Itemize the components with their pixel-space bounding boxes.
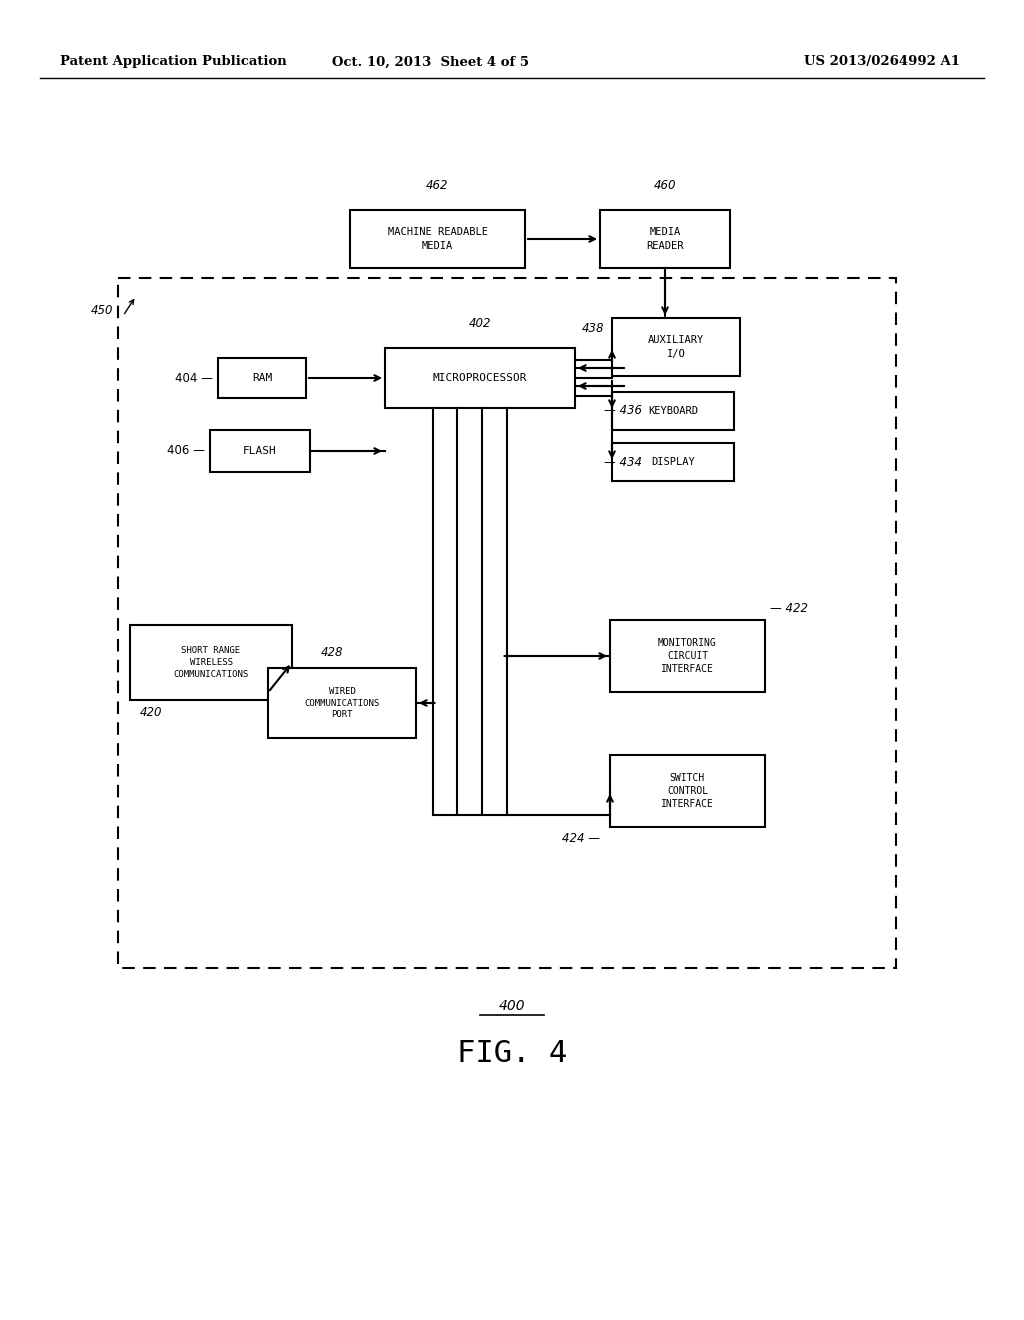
Text: DISPLAY: DISPLAY (651, 457, 695, 467)
Text: US 2013/0264992 A1: US 2013/0264992 A1 (804, 55, 961, 69)
Text: 404 —: 404 — (175, 371, 213, 384)
Bar (118, 279, 896, 968)
Text: 400: 400 (499, 999, 525, 1012)
Bar (385, 348, 575, 408)
Text: MACHINE READABLE
MEDIA: MACHINE READABLE MEDIA (387, 227, 487, 251)
Text: 424 —: 424 — (562, 833, 600, 846)
Text: Oct. 10, 2013  Sheet 4 of 5: Oct. 10, 2013 Sheet 4 of 5 (332, 55, 528, 69)
Text: MICROPROCESSOR: MICROPROCESSOR (433, 374, 527, 383)
Text: RAM: RAM (252, 374, 272, 383)
Bar (218, 358, 306, 399)
Text: AUXILIARY
I/O: AUXILIARY I/O (648, 335, 705, 359)
Bar (612, 444, 734, 480)
Text: 450: 450 (90, 304, 113, 317)
Text: 462: 462 (426, 180, 449, 191)
Bar (350, 210, 525, 268)
Text: SHORT RANGE
WIRELESS
COMMUNICATIONS: SHORT RANGE WIRELESS COMMUNICATIONS (173, 647, 249, 678)
Bar (610, 620, 765, 692)
Bar (210, 430, 310, 473)
Text: Patent Application Publication: Patent Application Publication (60, 55, 287, 69)
Bar (268, 668, 416, 738)
Text: 438: 438 (582, 322, 604, 334)
Bar (612, 318, 740, 376)
Text: 428: 428 (321, 647, 343, 660)
Text: 406 —: 406 — (167, 445, 205, 458)
Text: — 422: — 422 (770, 602, 808, 615)
Text: MEDIA
READER: MEDIA READER (646, 227, 684, 251)
Text: 402: 402 (469, 317, 492, 330)
Bar (610, 755, 765, 828)
Text: 460: 460 (653, 180, 676, 191)
Text: MONITORING
CIRCUIT
INTERFACE: MONITORING CIRCUIT INTERFACE (658, 638, 717, 675)
Text: FLASH: FLASH (243, 446, 276, 455)
Text: SWITCH
CONTROL
INTERFACE: SWITCH CONTROL INTERFACE (662, 772, 714, 809)
Bar (130, 624, 292, 700)
Text: — 434: — 434 (604, 455, 642, 469)
Text: FIG. 4: FIG. 4 (457, 1039, 567, 1068)
Text: — 436: — 436 (604, 404, 642, 417)
Text: WIRED
COMMUNICATIONS
PORT: WIRED COMMUNICATIONS PORT (304, 686, 380, 719)
Text: KEYBOARD: KEYBOARD (648, 407, 698, 416)
Bar (612, 392, 734, 430)
Text: 420: 420 (140, 705, 163, 718)
Bar (600, 210, 730, 268)
